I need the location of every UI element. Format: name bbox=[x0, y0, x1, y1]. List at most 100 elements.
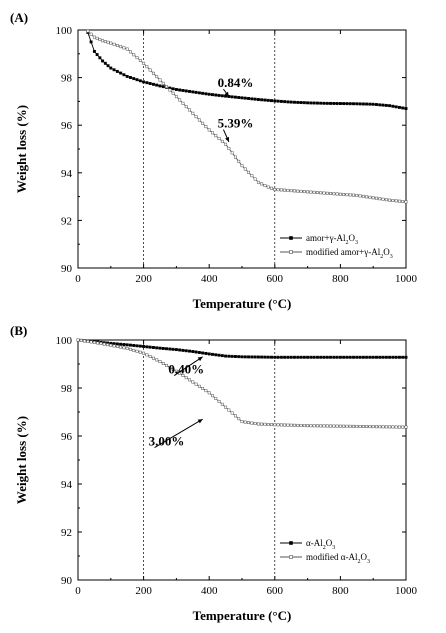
annotation-arrow bbox=[173, 356, 203, 377]
data-point bbox=[263, 98, 267, 102]
data-point bbox=[115, 69, 119, 73]
data-point bbox=[237, 159, 241, 163]
data-point bbox=[197, 351, 201, 354]
data-point bbox=[365, 102, 369, 106]
data-point bbox=[394, 105, 398, 109]
data-point bbox=[378, 425, 382, 429]
data-point bbox=[138, 79, 142, 83]
y-axis-title: Weight loss (%) bbox=[14, 105, 29, 193]
data-point bbox=[404, 200, 408, 204]
data-point bbox=[289, 100, 293, 104]
data-point bbox=[338, 424, 342, 428]
data-point bbox=[168, 88, 172, 92]
data-point bbox=[102, 342, 106, 346]
data-point bbox=[273, 423, 277, 427]
data-point bbox=[112, 42, 116, 46]
data-point bbox=[309, 101, 313, 105]
x-tick-label: 400 bbox=[201, 585, 218, 597]
data-point bbox=[361, 102, 365, 106]
data-point bbox=[197, 118, 201, 122]
data-point bbox=[348, 193, 352, 197]
data-point bbox=[184, 105, 188, 109]
data-point bbox=[211, 93, 214, 97]
data-point bbox=[148, 355, 152, 359]
data-point bbox=[115, 345, 119, 348]
data-point bbox=[293, 189, 296, 193]
data-point bbox=[92, 35, 96, 39]
data-point bbox=[335, 102, 339, 105]
data-point bbox=[315, 191, 319, 195]
data-point bbox=[401, 425, 405, 429]
data-point bbox=[142, 61, 146, 65]
y-tick-label: 98 bbox=[61, 73, 73, 85]
data-point bbox=[112, 344, 116, 348]
data-point bbox=[194, 382, 198, 386]
data-point bbox=[158, 360, 162, 364]
data-point bbox=[178, 88, 182, 92]
data-point bbox=[142, 80, 146, 84]
annotation-label: 0.40% bbox=[168, 362, 204, 377]
x-tick-label: 0 bbox=[75, 585, 81, 597]
data-point bbox=[191, 350, 195, 353]
data-point bbox=[217, 353, 221, 357]
data-point bbox=[319, 101, 323, 105]
data-point bbox=[401, 200, 405, 203]
data-point bbox=[302, 424, 306, 428]
data-point bbox=[151, 82, 155, 86]
data-point bbox=[263, 355, 267, 359]
annotation-1: 0.84% bbox=[218, 75, 253, 97]
data-point bbox=[171, 367, 175, 371]
annotation-2: 3.00% bbox=[149, 418, 203, 449]
data-point bbox=[135, 56, 139, 60]
data-point bbox=[115, 342, 119, 346]
data-point bbox=[325, 355, 329, 359]
data-point bbox=[283, 100, 287, 104]
data-point bbox=[138, 344, 142, 348]
series-2 bbox=[76, 338, 408, 429]
data-point bbox=[358, 102, 362, 106]
data-point bbox=[273, 99, 277, 103]
data-point bbox=[293, 423, 296, 427]
data-point bbox=[266, 185, 270, 189]
data-point bbox=[348, 102, 352, 106]
data-point bbox=[397, 425, 401, 429]
data-point bbox=[211, 131, 214, 135]
data-point bbox=[207, 352, 211, 356]
data-point bbox=[286, 355, 290, 359]
y-tick-label: 90 bbox=[61, 575, 73, 587]
data-point bbox=[375, 425, 378, 429]
data-point bbox=[174, 88, 178, 91]
data-point bbox=[397, 105, 401, 109]
data-point bbox=[119, 71, 123, 75]
data-point bbox=[129, 76, 132, 79]
data-point bbox=[98, 56, 102, 60]
data-point bbox=[158, 78, 162, 82]
series-1 bbox=[86, 30, 408, 110]
data-point bbox=[378, 355, 382, 359]
x-axis-title: Temperature (°C) bbox=[193, 608, 292, 623]
y-tick-label: 98 bbox=[61, 383, 73, 395]
data-point bbox=[388, 355, 392, 359]
data-point bbox=[168, 347, 172, 351]
data-point bbox=[342, 355, 346, 359]
data-point bbox=[86, 339, 90, 343]
data-point bbox=[319, 355, 323, 359]
data-point bbox=[365, 355, 369, 359]
data-point bbox=[256, 180, 260, 184]
data-point bbox=[125, 343, 129, 347]
data-point bbox=[358, 355, 362, 359]
data-point bbox=[355, 193, 359, 197]
data-point bbox=[368, 102, 372, 106]
data-point bbox=[243, 96, 247, 100]
data-point bbox=[109, 41, 113, 45]
series-line bbox=[77, 339, 407, 428]
y-tick-label: 100 bbox=[56, 335, 73, 347]
data-point bbox=[335, 192, 339, 196]
data-point bbox=[188, 89, 191, 93]
data-point bbox=[384, 425, 388, 429]
data-point bbox=[361, 425, 365, 428]
data-point bbox=[381, 197, 385, 201]
data-point bbox=[207, 128, 211, 132]
